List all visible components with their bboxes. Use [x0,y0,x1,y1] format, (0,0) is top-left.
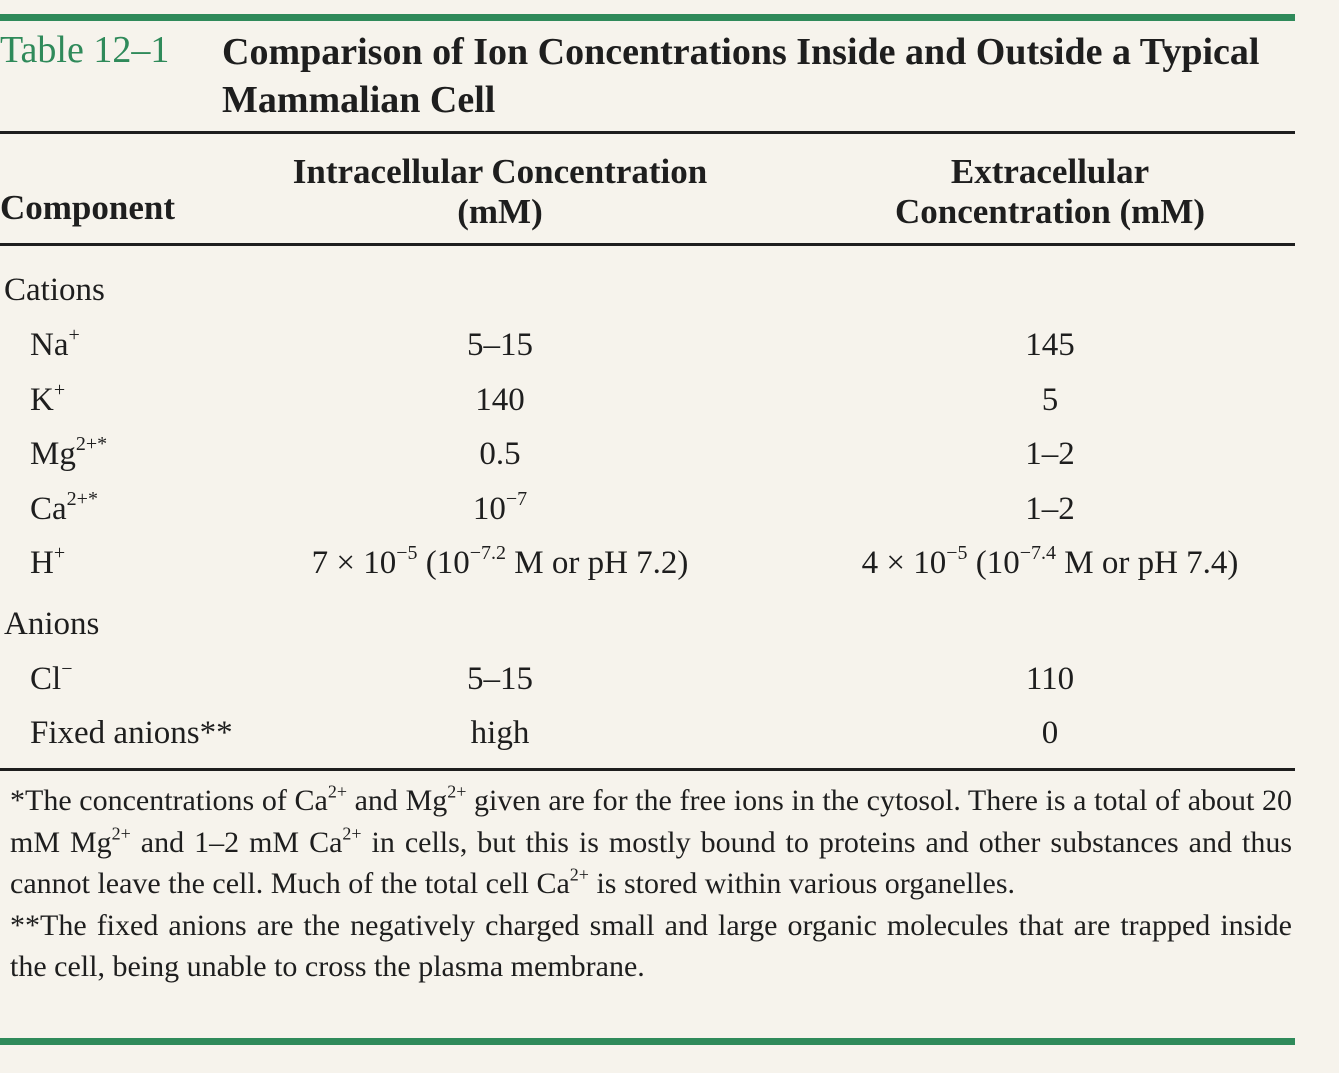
superscript: − [61,657,73,680]
superscript: 2+ [447,781,467,802]
text-run: 4 × 10 [861,545,947,581]
text-run: 5 [1041,381,1059,418]
text-run: 5–15 [467,327,533,363]
rule [0,768,1295,771]
column-header: Intracellular Concentration (mM) [292,152,708,231]
superscript: 2+ [569,864,589,885]
text-run: 1–2 [1025,490,1075,527]
superscript: 2+* [66,487,98,510]
text-run: high [470,715,530,751]
cell: 140 [475,382,525,419]
text-run: Ca [30,490,67,527]
text-run: K [30,381,54,418]
row-label: Fixed anions** [30,715,233,752]
superscript: + [53,378,66,401]
superscript: −7.2 [469,542,507,564]
cell: 10−7 [472,487,528,528]
cell: 0.5 [479,436,520,473]
superscript: −7 [505,487,528,510]
superscript: 2+* [75,433,108,455]
superscript: 2+ [342,822,362,843]
footnotes: *The concentrations of Ca2+ and Mg2+ giv… [10,780,1292,988]
text-run: **The fixed anions are the negatively ch… [10,908,1292,984]
row-label: Cl− [30,657,73,698]
text-run: Na [30,327,69,363]
cell: 5–15 [467,661,533,698]
text-run: H [30,545,54,581]
cell: 7 × 10−5 (10−7.2 M or pH 7.2) [311,542,689,582]
text-run: Fixed anions** [30,715,233,751]
text-run: Cl [30,660,62,697]
superscript: + [53,542,66,564]
table-title: Comparison of Ion Concentrations Inside … [222,31,1260,121]
text-run: 1–2 [1025,436,1075,472]
row-label: Ca2+* [30,487,98,528]
text-run: *The concentrations of Ca [10,784,328,817]
text-run: and Mg [346,784,448,817]
superscript: 2+ [111,822,131,843]
text-run: given are for the free ions in the cytos… [10,784,1293,859]
superscript: + [68,324,80,346]
cell: 4 × 10−5 (10−7.4 M or pH 7.4) [861,542,1239,582]
text-run: is stored within various organelles. [588,867,1015,900]
row-label: K+ [30,378,66,419]
text-run: Mg [30,436,76,472]
text-run: 110 [1025,660,1075,697]
cell: 1–2 [1025,436,1075,473]
text-run: M or pH 7.2) [506,545,689,581]
superscript: −5 [396,542,418,564]
rule [0,131,1295,134]
text-run: 7 × 10 [311,545,397,581]
cell: 145 [1025,327,1075,364]
text-run: 5–15 [467,660,533,697]
cell: high [471,715,530,752]
cell: 5 [1042,382,1059,419]
text-run: 0 [1041,715,1059,751]
row-label: Mg2+* [30,433,108,473]
text-run: 0.5 [479,436,521,472]
table-label: Table 12–1 [0,29,170,71]
row-label: Na+ [30,324,80,364]
cell: 5–15 [467,327,533,364]
text-run: and 1–2 mM Ca [130,825,343,859]
text-run: 145 [1025,327,1075,363]
superscript: 2+ [327,781,347,802]
group-label: Anions [4,605,100,642]
superscript: −5 [946,542,968,564]
footnote: *The concentrations of Ca2+ and Mg2+ giv… [10,780,1292,905]
cell: 0 [1042,715,1059,752]
group-label: Cations [4,272,105,308]
text-run: in cells, but this is mostly bound to pr… [10,825,1292,901]
column-header: Component [0,188,176,227]
text-run: M or pH 7.4) [1056,545,1239,581]
cell: 110 [1026,661,1074,698]
top-rule [0,14,1295,21]
text-run: (10 [967,545,1020,581]
cell: 1–2 [1025,491,1075,528]
footnote: **The fixed anions are the negatively ch… [10,905,1292,988]
rule [0,243,1295,246]
text-run: 140 [475,381,525,418]
text-run: 10 [472,490,506,527]
row-label: H+ [30,542,66,582]
superscript: −7.4 [1019,542,1057,564]
text-run: (10 [417,545,470,581]
column-header: Extracellular Concentration (mM) [894,152,1206,231]
bottom-rule [0,1038,1295,1045]
